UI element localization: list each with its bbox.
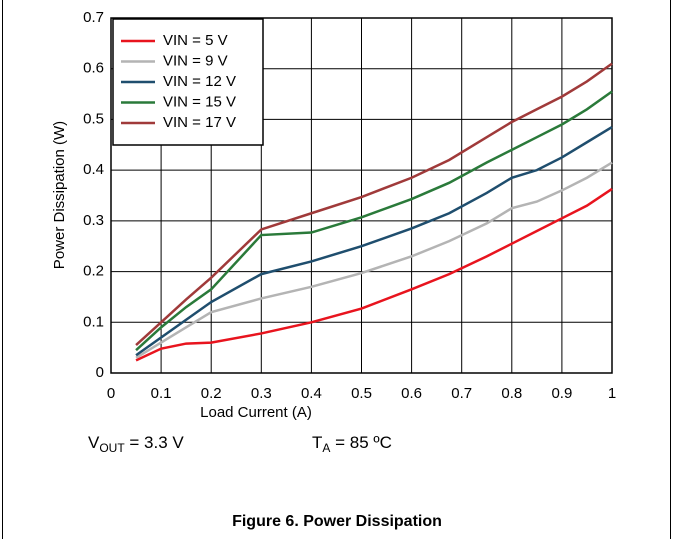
y-tick-label: 0.4 [83, 161, 104, 178]
series-line [135, 90, 613, 352]
legend-label: VIN = 9 V [163, 52, 228, 69]
legend-label: VIN = 15 V [163, 93, 236, 110]
ta-annotation: TA = 85 ºC [312, 433, 392, 455]
x-tick-label: 0.9 [551, 385, 572, 402]
x-tick-label: 0.8 [501, 385, 522, 402]
x-tick-label: 0.3 [251, 385, 272, 402]
series-line [135, 125, 613, 357]
plot-border [110, 17, 613, 374]
legend-label: VIN = 17 V [163, 114, 236, 131]
y-tick-label: 0.1 [83, 313, 104, 330]
y-tick-label: 0.2 [83, 263, 104, 280]
y-tick-label: 0.7 [83, 9, 104, 26]
y-tick-label: 0 [96, 364, 104, 381]
legend-label: VIN = 5 V [163, 32, 228, 49]
x-tick-label: 0.2 [201, 385, 222, 402]
x-tick-label: 0 [107, 385, 115, 402]
x-tick-label: 0.6 [401, 385, 422, 402]
legend-label: VIN = 12 V [163, 73, 236, 90]
series-line [135, 161, 613, 359]
x-axis-label: Load Current (A) [200, 404, 312, 421]
y-tick-label: 0.3 [83, 212, 104, 229]
x-tick-label: 0.5 [351, 385, 372, 402]
x-tick-label: 1 [608, 385, 616, 402]
figure-caption: Figure 6. Power Dissipation [232, 513, 442, 530]
y-axis-label: Power Dissipation (W) [51, 121, 68, 269]
x-tick-label: 0.4 [301, 385, 322, 402]
vout-annotation: VOUT = 3.3 V [88, 433, 184, 455]
y-tick-label: 0.6 [83, 60, 104, 77]
series-line [135, 187, 613, 362]
x-tick-label: 0.1 [151, 385, 172, 402]
x-tick-label: 0.7 [451, 385, 472, 402]
y-tick-label: 0.5 [83, 110, 104, 127]
series-line [135, 62, 613, 347]
